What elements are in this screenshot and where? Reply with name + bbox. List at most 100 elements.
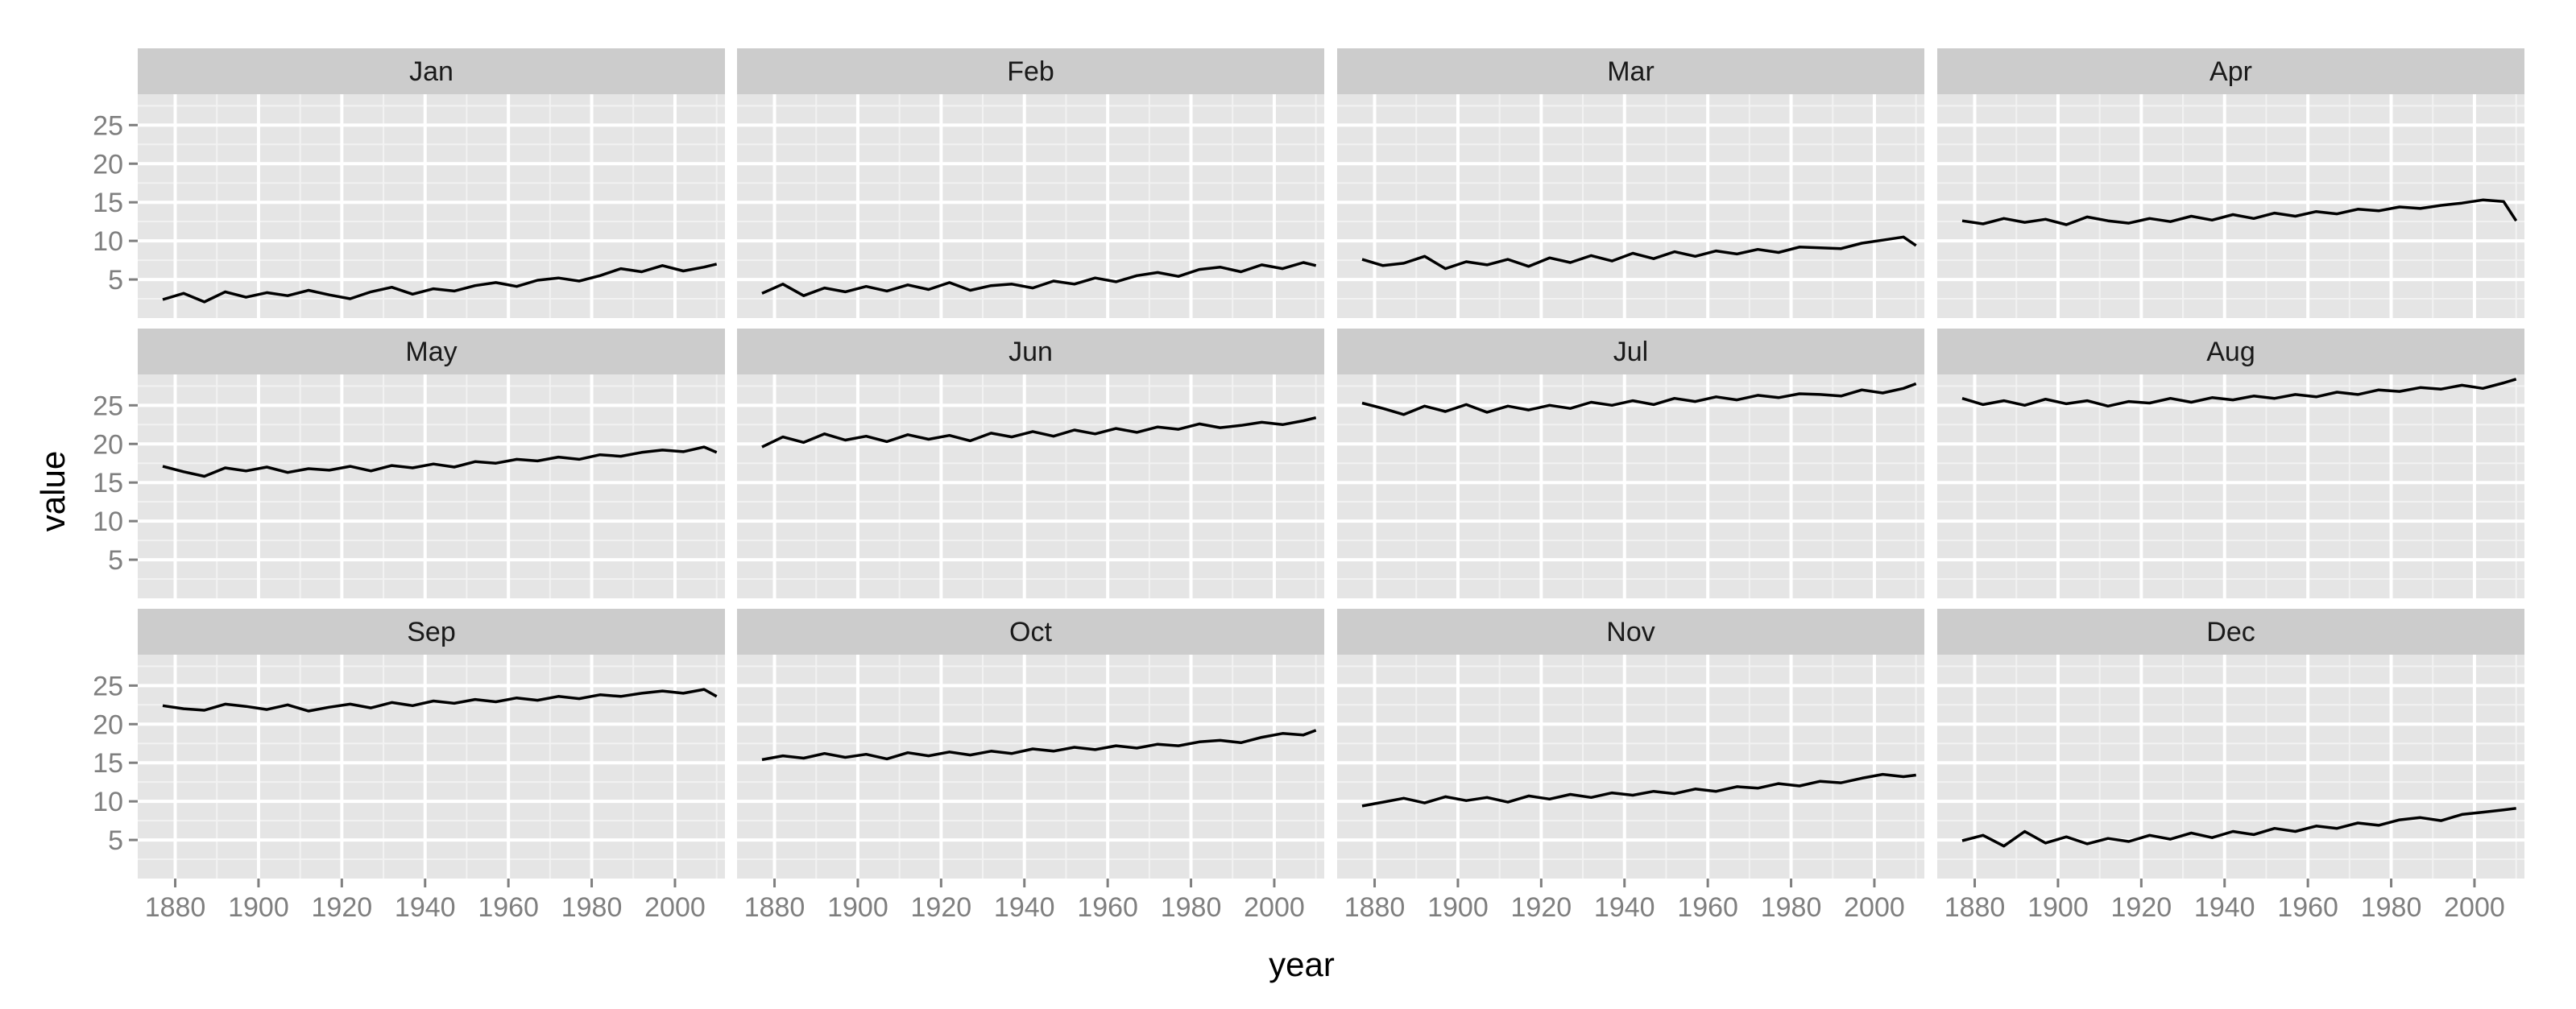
facet-strip-label: Jan <box>409 56 453 87</box>
y-tick-label: 25 <box>93 391 123 421</box>
facet-strip-label: Aug <box>2206 337 2255 367</box>
panel-background <box>1937 374 2524 598</box>
facet-strip-label: Dec <box>2206 617 2255 647</box>
x-tick-label: 1980 <box>2361 892 2422 923</box>
x-tick-label: 1940 <box>994 892 1055 923</box>
x-tick-label: 1940 <box>2194 892 2255 923</box>
facet-panels: Jan Feb Mar Apr May Jun Jul Aug Sep Oct Nov Dec <box>138 48 2524 879</box>
x-tick-label: 1900 <box>228 892 289 923</box>
x-tick-label: 2000 <box>2444 892 2505 923</box>
y-tick-label: 5 <box>108 825 123 856</box>
series-line-oct <box>761 729 1317 762</box>
x-tick-label: 1880 <box>744 892 806 923</box>
x-tick-label: 1940 <box>395 892 456 923</box>
panel-background <box>1337 655 1924 879</box>
x-tick-label: 1960 <box>1077 892 1138 923</box>
facet-strip <box>737 48 1324 94</box>
facet-strip-label: Jun <box>1008 337 1053 367</box>
facet-strip-label: Nov <box>1606 617 1655 647</box>
x-tick-label: 1880 <box>1344 892 1406 923</box>
facet-panel-sep: Sep <box>138 609 725 879</box>
y-tick-label: 5 <box>108 545 123 576</box>
x-tick-label: 1980 <box>1161 892 1222 923</box>
facet-strip <box>138 329 725 374</box>
series-line-dec <box>1961 807 2516 848</box>
x-tick-label: 2000 <box>1244 892 1305 923</box>
series-line-feb <box>761 261 1317 297</box>
facet-panel-apr: Apr <box>1937 48 2524 318</box>
panel-background <box>138 655 725 879</box>
panel-background <box>737 655 1324 879</box>
y-tick-label: 20 <box>93 709 123 740</box>
panel-background <box>138 374 725 598</box>
y-tick-label: 15 <box>93 748 123 779</box>
panel-background <box>737 374 1324 598</box>
y-axis: 5 10 15 20 25 5 10 15 20 25 5 10 15 20 25 <box>93 110 138 856</box>
series-line-aug <box>1961 378 2517 408</box>
panel-background <box>1337 374 1924 598</box>
x-tick-label: 1960 <box>478 892 539 923</box>
facet-strip-label: Jul <box>1613 337 1648 367</box>
x-tick-label: 1960 <box>2277 892 2338 923</box>
panel-background <box>1937 655 2524 879</box>
x-axis-title: year <box>1269 945 1335 983</box>
facet-panel-oct: Oct <box>737 609 1324 879</box>
x-tick-label: 1940 <box>1594 892 1655 923</box>
series-line-jul <box>1361 382 1917 416</box>
facet-strip-label: Apr <box>2209 56 2252 87</box>
y-axis-title: value <box>34 451 72 531</box>
series-line-sep <box>162 688 718 713</box>
x-tick-label: 1900 <box>2027 892 2089 923</box>
y-tick-label: 15 <box>93 468 123 498</box>
series-line-nov <box>1361 772 1916 808</box>
facet-panel-dec: Dec <box>1937 609 2524 879</box>
x-tick-label: 1900 <box>1427 892 1489 923</box>
facet-strip <box>1337 48 1924 94</box>
facet-strip <box>737 609 1324 655</box>
y-tick-label: 5 <box>108 265 123 296</box>
y-tick-label: 25 <box>93 110 123 141</box>
facet-panel-mar: Mar <box>1337 48 1924 318</box>
series-line-apr <box>1961 198 2518 226</box>
y-tick-label: 10 <box>93 226 123 257</box>
x-tick-label: 1960 <box>1677 892 1738 923</box>
facet-strip <box>1937 609 2524 655</box>
x-tick-label: 1920 <box>2111 892 2172 923</box>
x-axis: 1880 1900 1920 1940 1960 1980 2000 1880 1900 1920… <box>145 879 2505 923</box>
series-line-may <box>162 445 718 478</box>
x-tick-label: 1980 <box>1761 892 1822 923</box>
facet-strip <box>737 329 1324 374</box>
facet-strip-label: Mar <box>1607 56 1655 87</box>
facet-strip-label: May <box>405 337 457 367</box>
facet-strip <box>1337 609 1924 655</box>
x-tick-label: 1920 <box>911 892 972 923</box>
panel-background <box>138 94 725 318</box>
y-tick-label: 20 <box>93 429 123 460</box>
y-tick-label: 20 <box>93 149 123 180</box>
panel-background <box>1337 94 1924 318</box>
panel-background <box>737 94 1324 318</box>
y-tick-label: 10 <box>93 787 123 817</box>
facet-strip-label: Oct <box>1009 617 1052 647</box>
facet-panel-may: May <box>138 329 725 598</box>
series-line-jun <box>761 416 1317 449</box>
facet-panel-aug: Aug <box>1937 329 2524 598</box>
x-tick-label: 1900 <box>827 892 888 923</box>
facet-strip-label: Feb <box>1007 56 1054 87</box>
facet-panel-feb: Feb <box>737 48 1324 318</box>
x-tick-label: 1920 <box>1511 892 1572 923</box>
y-tick-label: 10 <box>93 507 123 537</box>
series-line-jan <box>162 263 718 304</box>
x-tick-label: 1920 <box>312 892 373 923</box>
facet-strip <box>138 609 725 655</box>
x-tick-label: 2000 <box>1844 892 1905 923</box>
facet-strip <box>1337 329 1924 374</box>
facet-panel-nov: Nov <box>1337 609 1924 879</box>
facet-strip <box>138 48 725 94</box>
series-line-mar <box>1361 235 1917 271</box>
facet-strip-label: Sep <box>407 617 456 647</box>
y-tick-label: 15 <box>93 188 123 218</box>
x-tick-label: 1880 <box>1944 892 2006 923</box>
x-tick-label: 1980 <box>561 892 623 923</box>
